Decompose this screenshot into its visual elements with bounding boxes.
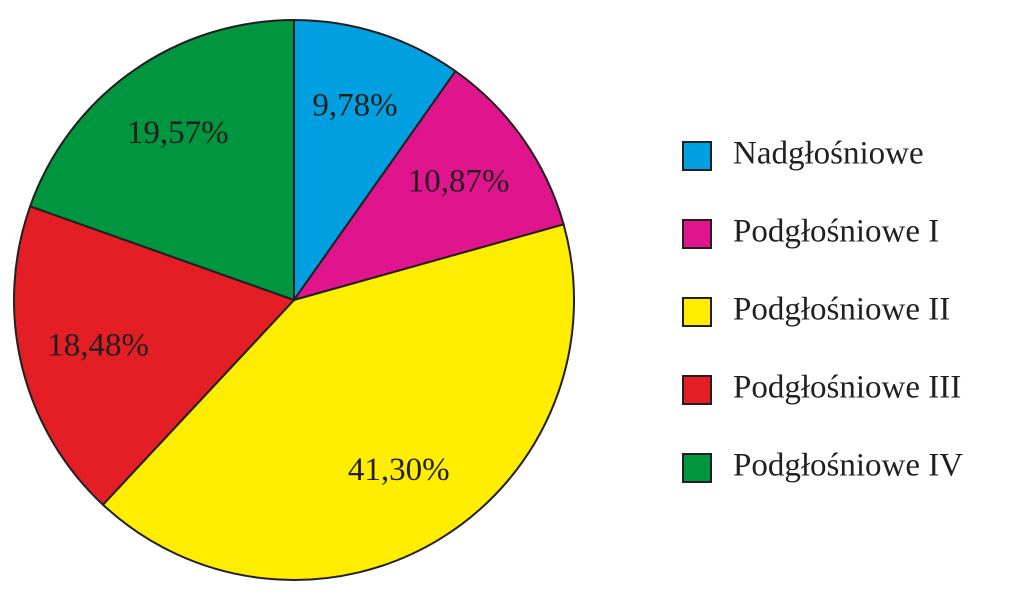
legend-label: Podgłośniowe I: [733, 214, 939, 250]
slice-label: 41,30%: [348, 452, 450, 488]
pie-slice: [293, 18, 457, 304]
legend-label: Nadgłośniowe: [733, 136, 924, 172]
legend-label: Podgłośniowe II: [733, 292, 950, 328]
slice-label: 9,78%: [312, 87, 397, 123]
slice-label: 18,48%: [47, 327, 149, 363]
legend-swatch: [682, 375, 712, 405]
legend-swatch: [682, 297, 712, 327]
pie-slice: [101, 223, 575, 581]
legend-swatch: [682, 453, 712, 483]
pie-slice: [28, 18, 295, 302]
slice-label: 19,57%: [127, 115, 229, 151]
legend-swatch: [682, 219, 712, 249]
slice-label: 10,87%: [408, 163, 510, 199]
legend-label: Podgłośniowe III: [733, 370, 961, 406]
pie-slice: [13, 205, 296, 507]
legend-swatch: [682, 141, 712, 171]
legend-label: Podgłośniowe IV: [733, 448, 963, 484]
